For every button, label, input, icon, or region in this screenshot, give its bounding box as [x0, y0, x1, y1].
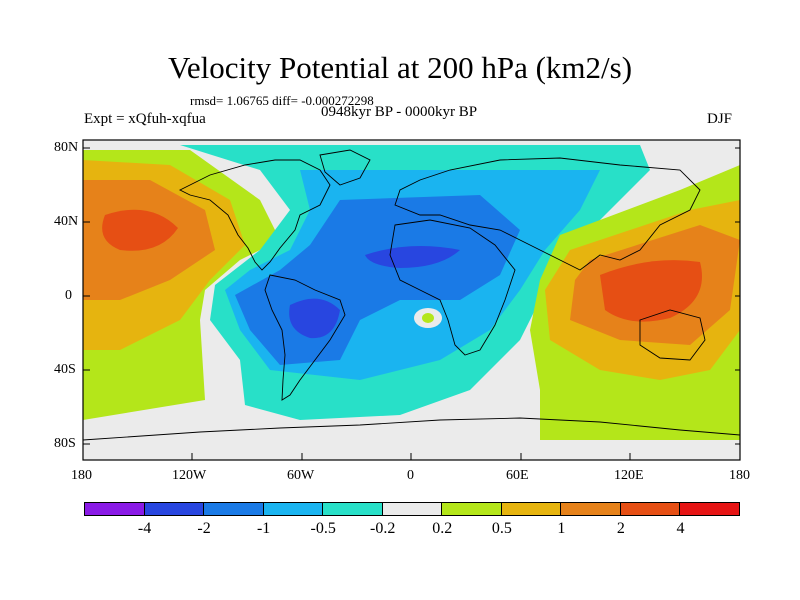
colorbar-label: 4: [676, 520, 685, 537]
coast-south-america: [264, 274, 346, 401]
contour-central-darkblue-brazil: [289, 298, 340, 339]
season-label: DJF: [707, 111, 733, 127]
colorbar-label: 2: [616, 520, 625, 537]
colorbar-swatch-5: [381, 502, 443, 516]
y-tick-40n: 40N: [54, 214, 79, 229]
x-tick-180e: 180: [729, 468, 750, 483]
x-tick-60w: 60W: [287, 468, 315, 483]
x-tick-120e: 120E: [614, 468, 644, 483]
coast-greenland: [319, 149, 371, 186]
x-tick-180w: 180: [71, 468, 92, 483]
stats-text: rmsd= 1.06765 diff= -0.000272298: [190, 93, 374, 108]
experiment-label: Expt = xQfuh-xqfua: [84, 111, 206, 127]
colorbar-swatch-3: [262, 502, 324, 516]
plot-title: Velocity Potential at 200 hPa (km2/s): [167, 50, 633, 85]
coast-antarctica: [83, 417, 740, 441]
coastlines: [83, 149, 740, 441]
colorbar-label: -2: [197, 520, 211, 537]
colorbar-label: 0.2: [432, 520, 453, 537]
colorbar-swatch-6: [441, 502, 502, 516]
colorbar-label: -0.5: [310, 520, 336, 537]
colorbar-label: 0.5: [491, 520, 512, 537]
colorbar-swatch-4: [322, 502, 383, 516]
contour-central-darkblue-africa: [365, 246, 460, 268]
colorbar-swatch-8: [560, 502, 621, 516]
colorbar-swatch-2: [203, 502, 264, 516]
x-tick-60e: 60E: [506, 468, 529, 483]
axis-ticks: [82, 147, 741, 460]
colorbar-swatch-1: [143, 502, 205, 516]
y-tick-40s: 40S: [54, 362, 76, 377]
colorbar-label: -4: [137, 520, 152, 537]
coast-africa: [389, 219, 516, 356]
contour-fields: [83, 140, 740, 460]
y-tick-80s: 80S: [54, 436, 76, 451]
colorbar-label: -0.2: [370, 520, 396, 537]
coast-north-america: [178, 159, 331, 271]
y-tick-0: 0: [65, 288, 72, 303]
contour-west-pacific-red: [102, 209, 178, 251]
colorbar-swatch-0: [84, 502, 145, 516]
x-tick-120w: 120W: [172, 468, 207, 483]
y-tick-80n: 80N: [54, 140, 79, 155]
colorbar-swatch-10: [679, 502, 741, 516]
colorbar-swatch-9: [619, 502, 681, 516]
coast-eurasia: [394, 157, 701, 271]
colorbar: [84, 502, 741, 516]
colorbar-swatch-7: [500, 502, 562, 516]
period-label: 0948kyr BP - 0000kyr BP: [321, 104, 478, 120]
contour-east-red: [600, 260, 702, 322]
coast-australia: [639, 309, 706, 361]
x-tick-0: 0: [407, 468, 414, 483]
colorbar-label: -1: [256, 520, 271, 537]
contour-atlantic-bubble-core: [422, 313, 434, 323]
colorbar-label: 1: [557, 520, 566, 537]
